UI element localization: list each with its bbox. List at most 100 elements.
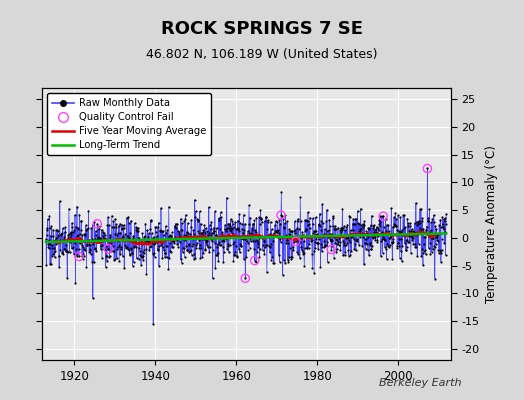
Point bbox=[201, 246, 209, 252]
Point bbox=[127, 218, 135, 224]
Point bbox=[51, 237, 59, 243]
Point bbox=[374, 232, 382, 238]
Point bbox=[356, 228, 364, 234]
Point bbox=[183, 220, 192, 227]
Point bbox=[227, 230, 236, 236]
Point bbox=[133, 225, 141, 231]
Point bbox=[84, 225, 92, 232]
Point bbox=[300, 245, 309, 251]
Point bbox=[227, 225, 236, 232]
Point bbox=[60, 229, 69, 235]
Point bbox=[248, 225, 256, 231]
Point bbox=[218, 229, 226, 236]
Point bbox=[125, 234, 133, 241]
Point bbox=[330, 225, 339, 232]
Point bbox=[211, 265, 220, 271]
Point bbox=[129, 259, 138, 265]
Point bbox=[127, 250, 136, 256]
Point bbox=[148, 251, 157, 257]
Point bbox=[78, 242, 86, 248]
Point bbox=[287, 228, 295, 235]
Point bbox=[148, 230, 156, 236]
Point bbox=[66, 249, 74, 255]
Point bbox=[287, 254, 296, 260]
Point bbox=[69, 238, 77, 244]
Point bbox=[298, 234, 306, 240]
Point bbox=[205, 249, 213, 256]
Point bbox=[200, 235, 209, 242]
Point bbox=[182, 228, 191, 235]
Point bbox=[230, 239, 238, 245]
Point bbox=[318, 248, 326, 254]
Point bbox=[203, 242, 211, 248]
Point bbox=[85, 237, 94, 244]
Point bbox=[136, 252, 145, 258]
Point bbox=[272, 228, 281, 235]
Point bbox=[408, 237, 417, 243]
Point bbox=[347, 234, 356, 240]
Point bbox=[53, 235, 61, 242]
Point bbox=[379, 234, 387, 241]
Point bbox=[305, 214, 314, 221]
Point bbox=[361, 235, 369, 242]
Point bbox=[279, 234, 287, 240]
Point bbox=[323, 259, 332, 265]
Point bbox=[133, 255, 141, 262]
Point bbox=[152, 237, 160, 243]
Point bbox=[435, 248, 444, 254]
Point bbox=[263, 242, 271, 248]
Point bbox=[344, 234, 352, 241]
Point bbox=[440, 216, 448, 222]
Point bbox=[369, 235, 377, 242]
Point bbox=[402, 244, 411, 250]
Point bbox=[337, 225, 346, 231]
Point bbox=[202, 225, 210, 231]
Point bbox=[137, 240, 146, 247]
Point bbox=[420, 240, 429, 247]
Point bbox=[274, 233, 282, 239]
Point bbox=[287, 256, 296, 262]
Point bbox=[80, 252, 88, 259]
Point bbox=[318, 244, 326, 251]
Point bbox=[416, 220, 424, 226]
Point bbox=[158, 244, 167, 250]
Point bbox=[195, 245, 204, 251]
Point bbox=[140, 234, 148, 240]
Point bbox=[327, 246, 335, 253]
Point bbox=[76, 235, 84, 241]
Point bbox=[373, 239, 381, 245]
Point bbox=[141, 238, 150, 245]
Point bbox=[269, 234, 277, 240]
Point bbox=[253, 248, 261, 255]
Point bbox=[154, 247, 162, 254]
Point bbox=[157, 205, 165, 211]
Point bbox=[157, 240, 166, 246]
Point bbox=[351, 240, 359, 247]
Point bbox=[409, 235, 417, 242]
Point bbox=[116, 230, 125, 236]
Point bbox=[193, 232, 201, 239]
Point bbox=[89, 238, 97, 244]
Point bbox=[204, 244, 212, 250]
Point bbox=[234, 217, 242, 224]
Point bbox=[87, 225, 95, 232]
Point bbox=[93, 224, 102, 230]
Point bbox=[134, 234, 142, 241]
Point bbox=[239, 256, 248, 262]
Point bbox=[222, 226, 230, 232]
Point bbox=[264, 232, 272, 238]
Point bbox=[79, 256, 87, 262]
Point bbox=[86, 246, 95, 252]
Point bbox=[202, 236, 211, 243]
Point bbox=[110, 248, 118, 254]
Point bbox=[244, 228, 252, 234]
Point bbox=[301, 217, 309, 223]
Point bbox=[170, 238, 178, 245]
Point bbox=[441, 218, 449, 224]
Point bbox=[399, 212, 407, 218]
Point bbox=[103, 245, 112, 252]
Point bbox=[385, 235, 394, 242]
Point bbox=[105, 253, 114, 260]
Point bbox=[348, 232, 356, 239]
Point bbox=[417, 226, 425, 233]
